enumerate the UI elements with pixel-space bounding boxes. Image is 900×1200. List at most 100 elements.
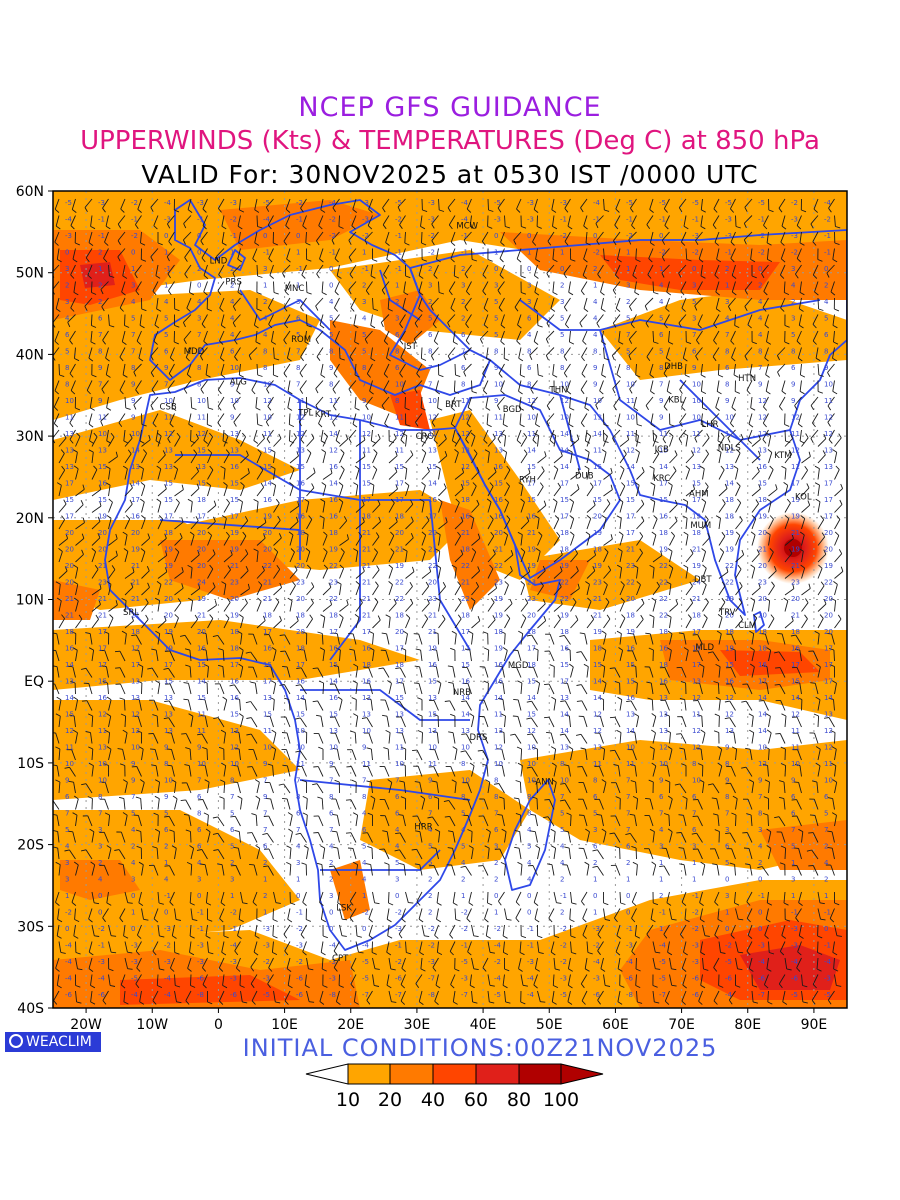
- wind-barb: [586, 468, 590, 480]
- wind-barb: [289, 569, 298, 579]
- wind-barb-flag: [832, 449, 837, 453]
- wind-barb: [645, 314, 654, 324]
- wind-barb: [619, 501, 624, 513]
- wind-barb: [218, 198, 225, 209]
- wind-barb: [768, 551, 774, 563]
- wind-barb-flag: [187, 564, 193, 569]
- wind-barb: [678, 429, 687, 439]
- wind-barb: [153, 330, 159, 342]
- wind-barb: [70, 297, 76, 309]
- wind-barb: [256, 551, 259, 563]
- wind-barb: [266, 380, 274, 390]
- wind-barb-flag: [492, 549, 496, 555]
- wind-barb-flag: [197, 549, 200, 555]
- wind-barb: [648, 248, 654, 259]
- temp-value: 1: [164, 249, 168, 257]
- wind-barb: [85, 248, 93, 259]
- wind-barb: [685, 468, 691, 480]
- wind-barb: [669, 520, 678, 530]
- wind-barb-flag: [209, 465, 214, 471]
- wind-barb-flag: [758, 582, 761, 588]
- wind-barb: [714, 231, 720, 243]
- wind-barb: [619, 891, 622, 904]
- wind-barb-flag: [678, 272, 682, 278]
- wind-barb: [744, 198, 753, 208]
- wind-barb-flag: [546, 322, 550, 328]
- wind-barb: [235, 429, 241, 441]
- temp-value: -1: [560, 216, 567, 224]
- wind-barb: [734, 314, 736, 326]
- wind-barb: [487, 437, 496, 447]
- wind-barb-flag: [177, 598, 182, 603]
- wind-barb: [799, 363, 802, 375]
- wind-barb-flag: [815, 498, 821, 503]
- wind-barb-flag: [287, 407, 293, 411]
- wind-barb-flag: [486, 358, 492, 362]
- wind-barb: [397, 198, 406, 208]
- wind-barb-flag: [808, 832, 814, 834]
- wind-barb-flag: [731, 407, 736, 411]
- wind-barb-flag: [616, 564, 622, 568]
- wind-barb-flag: [110, 432, 115, 438]
- wind-barb-flag: [265, 207, 270, 212]
- wind-barb-flag: [663, 406, 668, 411]
- temp-value: 0: [329, 282, 333, 290]
- wind-barb-flag: [689, 581, 693, 587]
- wind-barb: [486, 347, 489, 359]
- wind-barb-flag: [615, 208, 620, 213]
- wind-barb-flag: [282, 764, 288, 767]
- wind-barb: [383, 264, 390, 275]
- temp-value: -1: [461, 232, 468, 240]
- wind-barb: [801, 518, 806, 530]
- wind-barb-flag: [694, 305, 698, 311]
- wind-barb-flag: [88, 449, 94, 453]
- wind-barb-flag: [316, 240, 320, 246]
- wind-barb-flag: [616, 374, 621, 378]
- wind-barb: [124, 551, 129, 563]
- wind-barb: [438, 551, 441, 563]
- wind-barb-flag: [500, 324, 506, 329]
- wind-barb-flag: [504, 498, 509, 503]
- wind-barb-flag: [715, 291, 720, 296]
- wind-barb: [801, 470, 808, 480]
- wind-barb-flag: [635, 440, 641, 444]
- wind-barb-flag: [425, 581, 430, 587]
- wind-barb-flag: [666, 357, 671, 362]
- wind-barb: [91, 521, 101, 530]
- wind-barb-flag: [751, 341, 757, 345]
- wind-barb: [580, 380, 588, 391]
- wind-barb-flag: [119, 307, 124, 312]
- wind-barb-flag: [435, 390, 441, 395]
- wind-barb-flag: [540, 581, 544, 587]
- wind-barb: [795, 264, 802, 275]
- temp-value: -4: [263, 216, 271, 224]
- temp-value: -5: [758, 199, 765, 207]
- wind-barb-flag: [241, 432, 246, 438]
- wind-barb: [454, 436, 462, 447]
- wind-barb: [636, 452, 640, 464]
- wind-barb-flag: [692, 484, 696, 490]
- wind-barb: [471, 435, 476, 447]
- wind-barb-flag: [56, 482, 62, 486]
- wind-barb: [220, 314, 225, 326]
- wind-barb: [614, 264, 621, 276]
- wind-barb: [553, 554, 563, 563]
- wind-barb: [183, 231, 192, 241]
- wind-barb: [700, 198, 703, 210]
- wind-barb-flag: [97, 516, 101, 522]
- wind-barb: [331, 231, 340, 241]
- wind-barb-flag: [138, 357, 144, 362]
- wind-barb-flag: [402, 432, 408, 436]
- wind-barb: [680, 231, 687, 243]
- wind-barb-flag: [132, 567, 135, 573]
- wind-barb-flag: [140, 482, 146, 486]
- wind-barb-flag: [484, 449, 490, 453]
- wind-barb: [784, 485, 789, 497]
- wind-barb-flag: [244, 598, 248, 604]
- wind-barb-flag: [104, 241, 109, 246]
- wind-barb: [287, 396, 291, 408]
- wind-barb-flag: [736, 449, 741, 454]
- wind-barb: [751, 587, 761, 596]
- wind-barb-flag: [269, 275, 274, 279]
- wind-barb: [467, 396, 472, 408]
